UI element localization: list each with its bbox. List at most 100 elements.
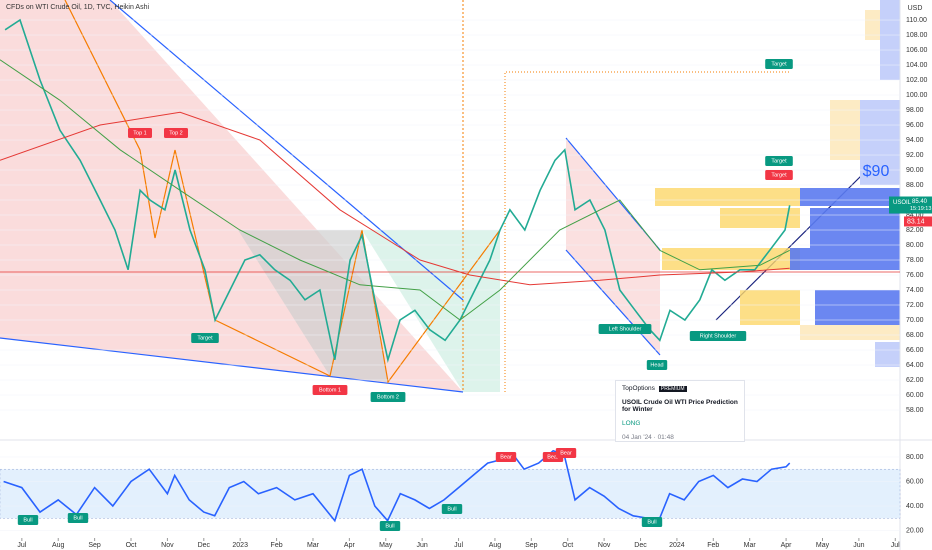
direction: LONG bbox=[622, 420, 641, 427]
y-tick-label: 78.00 bbox=[906, 257, 924, 264]
x-tick-label: Jun bbox=[417, 542, 428, 549]
annotation-bg bbox=[598, 324, 652, 334]
idea-card[interactable]: TopOptions PREMIUM USOIL Crude Oil WTI Pr… bbox=[615, 380, 745, 442]
x-tick-label: Nov bbox=[598, 542, 611, 549]
annotation: $90 bbox=[863, 163, 890, 180]
x-tick-label: Mar bbox=[307, 542, 320, 549]
x-tick-label: Aug bbox=[489, 542, 502, 549]
annotation: Bull bbox=[73, 515, 82, 521]
y-tick-label: 100.00 bbox=[906, 92, 928, 99]
annotation: Target bbox=[771, 172, 787, 178]
y-tick-label: 66.00 bbox=[906, 347, 924, 354]
idea-title: USOIL Crude Oil WTI Price Prediction for… bbox=[622, 399, 738, 413]
price-label-bg bbox=[889, 196, 932, 214]
annotation: Target bbox=[771, 158, 787, 164]
date: 04 Jan '24 · 01:48 bbox=[622, 434, 674, 441]
axis-label: USD bbox=[908, 5, 923, 12]
annotation-bg bbox=[379, 521, 401, 531]
annotation: Bull bbox=[23, 517, 32, 523]
annotation: Bear bbox=[547, 454, 559, 460]
annotation-bg bbox=[164, 128, 188, 138]
annotation-bg bbox=[441, 504, 463, 514]
y-tick-label: 90.00 bbox=[906, 167, 924, 174]
y-tick-label: 82.00 bbox=[906, 227, 924, 234]
x-tick-label: Dec bbox=[634, 542, 647, 549]
annotation: Bull bbox=[647, 519, 656, 525]
series-line bbox=[0, 59, 790, 321]
annotation-bg bbox=[191, 333, 219, 343]
y-tick-label: 40.00 bbox=[906, 503, 924, 510]
annotation: Top 1 bbox=[133, 130, 146, 136]
y-tick-label: 94.00 bbox=[906, 137, 924, 144]
level-label-bg bbox=[904, 216, 932, 227]
x-tick-label: Jul bbox=[454, 542, 463, 549]
x-tick-label: Mar bbox=[744, 542, 757, 549]
annotation: Head bbox=[650, 362, 663, 368]
y-tick-label: 60.00 bbox=[906, 478, 924, 485]
annotation-bg bbox=[495, 452, 517, 462]
y-tick-label: 72.00 bbox=[906, 302, 924, 309]
annotation: Bottom 2 bbox=[377, 394, 399, 400]
x-tick-label: Apr bbox=[344, 542, 356, 549]
annotation-bg bbox=[765, 156, 793, 166]
y-tick-label: 60.00 bbox=[906, 392, 924, 399]
countdown: 15:19:13 bbox=[910, 206, 931, 212]
x-tick-label: 2024 bbox=[669, 542, 685, 549]
y-tick-label: 58.00 bbox=[906, 407, 924, 414]
y-tick-label: 62.00 bbox=[906, 377, 924, 384]
annotation-bg bbox=[17, 515, 39, 525]
last-price: 85.40 bbox=[912, 199, 928, 205]
x-tick-label: Apr bbox=[781, 542, 793, 549]
x-tick-label: Sep bbox=[88, 542, 101, 549]
x-tick-label: Sep bbox=[525, 542, 538, 549]
y-tick-label: 108.00 bbox=[906, 32, 928, 39]
x-tick-label: 2023 bbox=[232, 542, 248, 549]
annotation-bg bbox=[128, 128, 152, 138]
x-tick-label: Oct bbox=[126, 542, 137, 549]
annotation-bg bbox=[646, 360, 668, 370]
annotation-bg bbox=[555, 448, 577, 458]
annotation: Bottom 1 bbox=[319, 387, 341, 393]
y-tick-label: 110.00 bbox=[906, 17, 927, 24]
badge: PREMIUM bbox=[658, 386, 687, 392]
y-tick-label: 80.00 bbox=[906, 454, 924, 461]
y-tick-label: 106.00 bbox=[906, 47, 928, 54]
series-line bbox=[4, 18, 791, 363]
annotation: Bear bbox=[560, 450, 572, 456]
symbol-label: USOIL bbox=[893, 200, 912, 206]
series-line bbox=[0, 111, 790, 286]
annotation-bg bbox=[765, 59, 793, 69]
x-tick-label: Jul bbox=[891, 542, 900, 549]
y-tick-label: 20.00 bbox=[906, 527, 924, 534]
y-tick-label: 102.00 bbox=[906, 77, 928, 84]
level-label: 83.14 bbox=[907, 218, 925, 225]
annotation: Bull bbox=[385, 523, 394, 529]
x-tick-label: Nov bbox=[161, 542, 174, 549]
annotation-bg bbox=[312, 385, 348, 395]
series-line bbox=[3, 449, 791, 523]
x-tick-label: Oct bbox=[562, 542, 573, 549]
x-tick-label: Jul bbox=[17, 542, 26, 549]
y-tick-label: 68.00 bbox=[906, 332, 924, 339]
annotation-bg bbox=[689, 331, 747, 341]
y-tick-label: 64.00 bbox=[906, 362, 924, 369]
chart-title: CFDs on WTI Crude Oil, 1D, TVC, Heikin A… bbox=[6, 4, 149, 11]
x-tick-label: Jun bbox=[853, 542, 864, 549]
x-tick-label: Feb bbox=[707, 542, 719, 549]
annotation: Right Shoulder bbox=[700, 333, 737, 339]
annotation-bg bbox=[765, 170, 793, 180]
y-tick-label: 88.00 bbox=[906, 182, 924, 189]
annotation-bg bbox=[67, 513, 89, 523]
x-tick-label: Aug bbox=[52, 542, 65, 549]
x-tick-label: Feb bbox=[271, 542, 283, 549]
y-tick-label: 76.00 bbox=[906, 272, 924, 279]
annotation: Top 2 bbox=[169, 130, 182, 136]
y-tick-label: 70.00 bbox=[906, 317, 924, 324]
annotation-bg bbox=[370, 392, 406, 402]
annotation: Target bbox=[197, 335, 213, 341]
x-tick-label: Dec bbox=[198, 542, 211, 549]
annotation-bg bbox=[641, 517, 663, 527]
author: TopOptions bbox=[622, 385, 655, 392]
